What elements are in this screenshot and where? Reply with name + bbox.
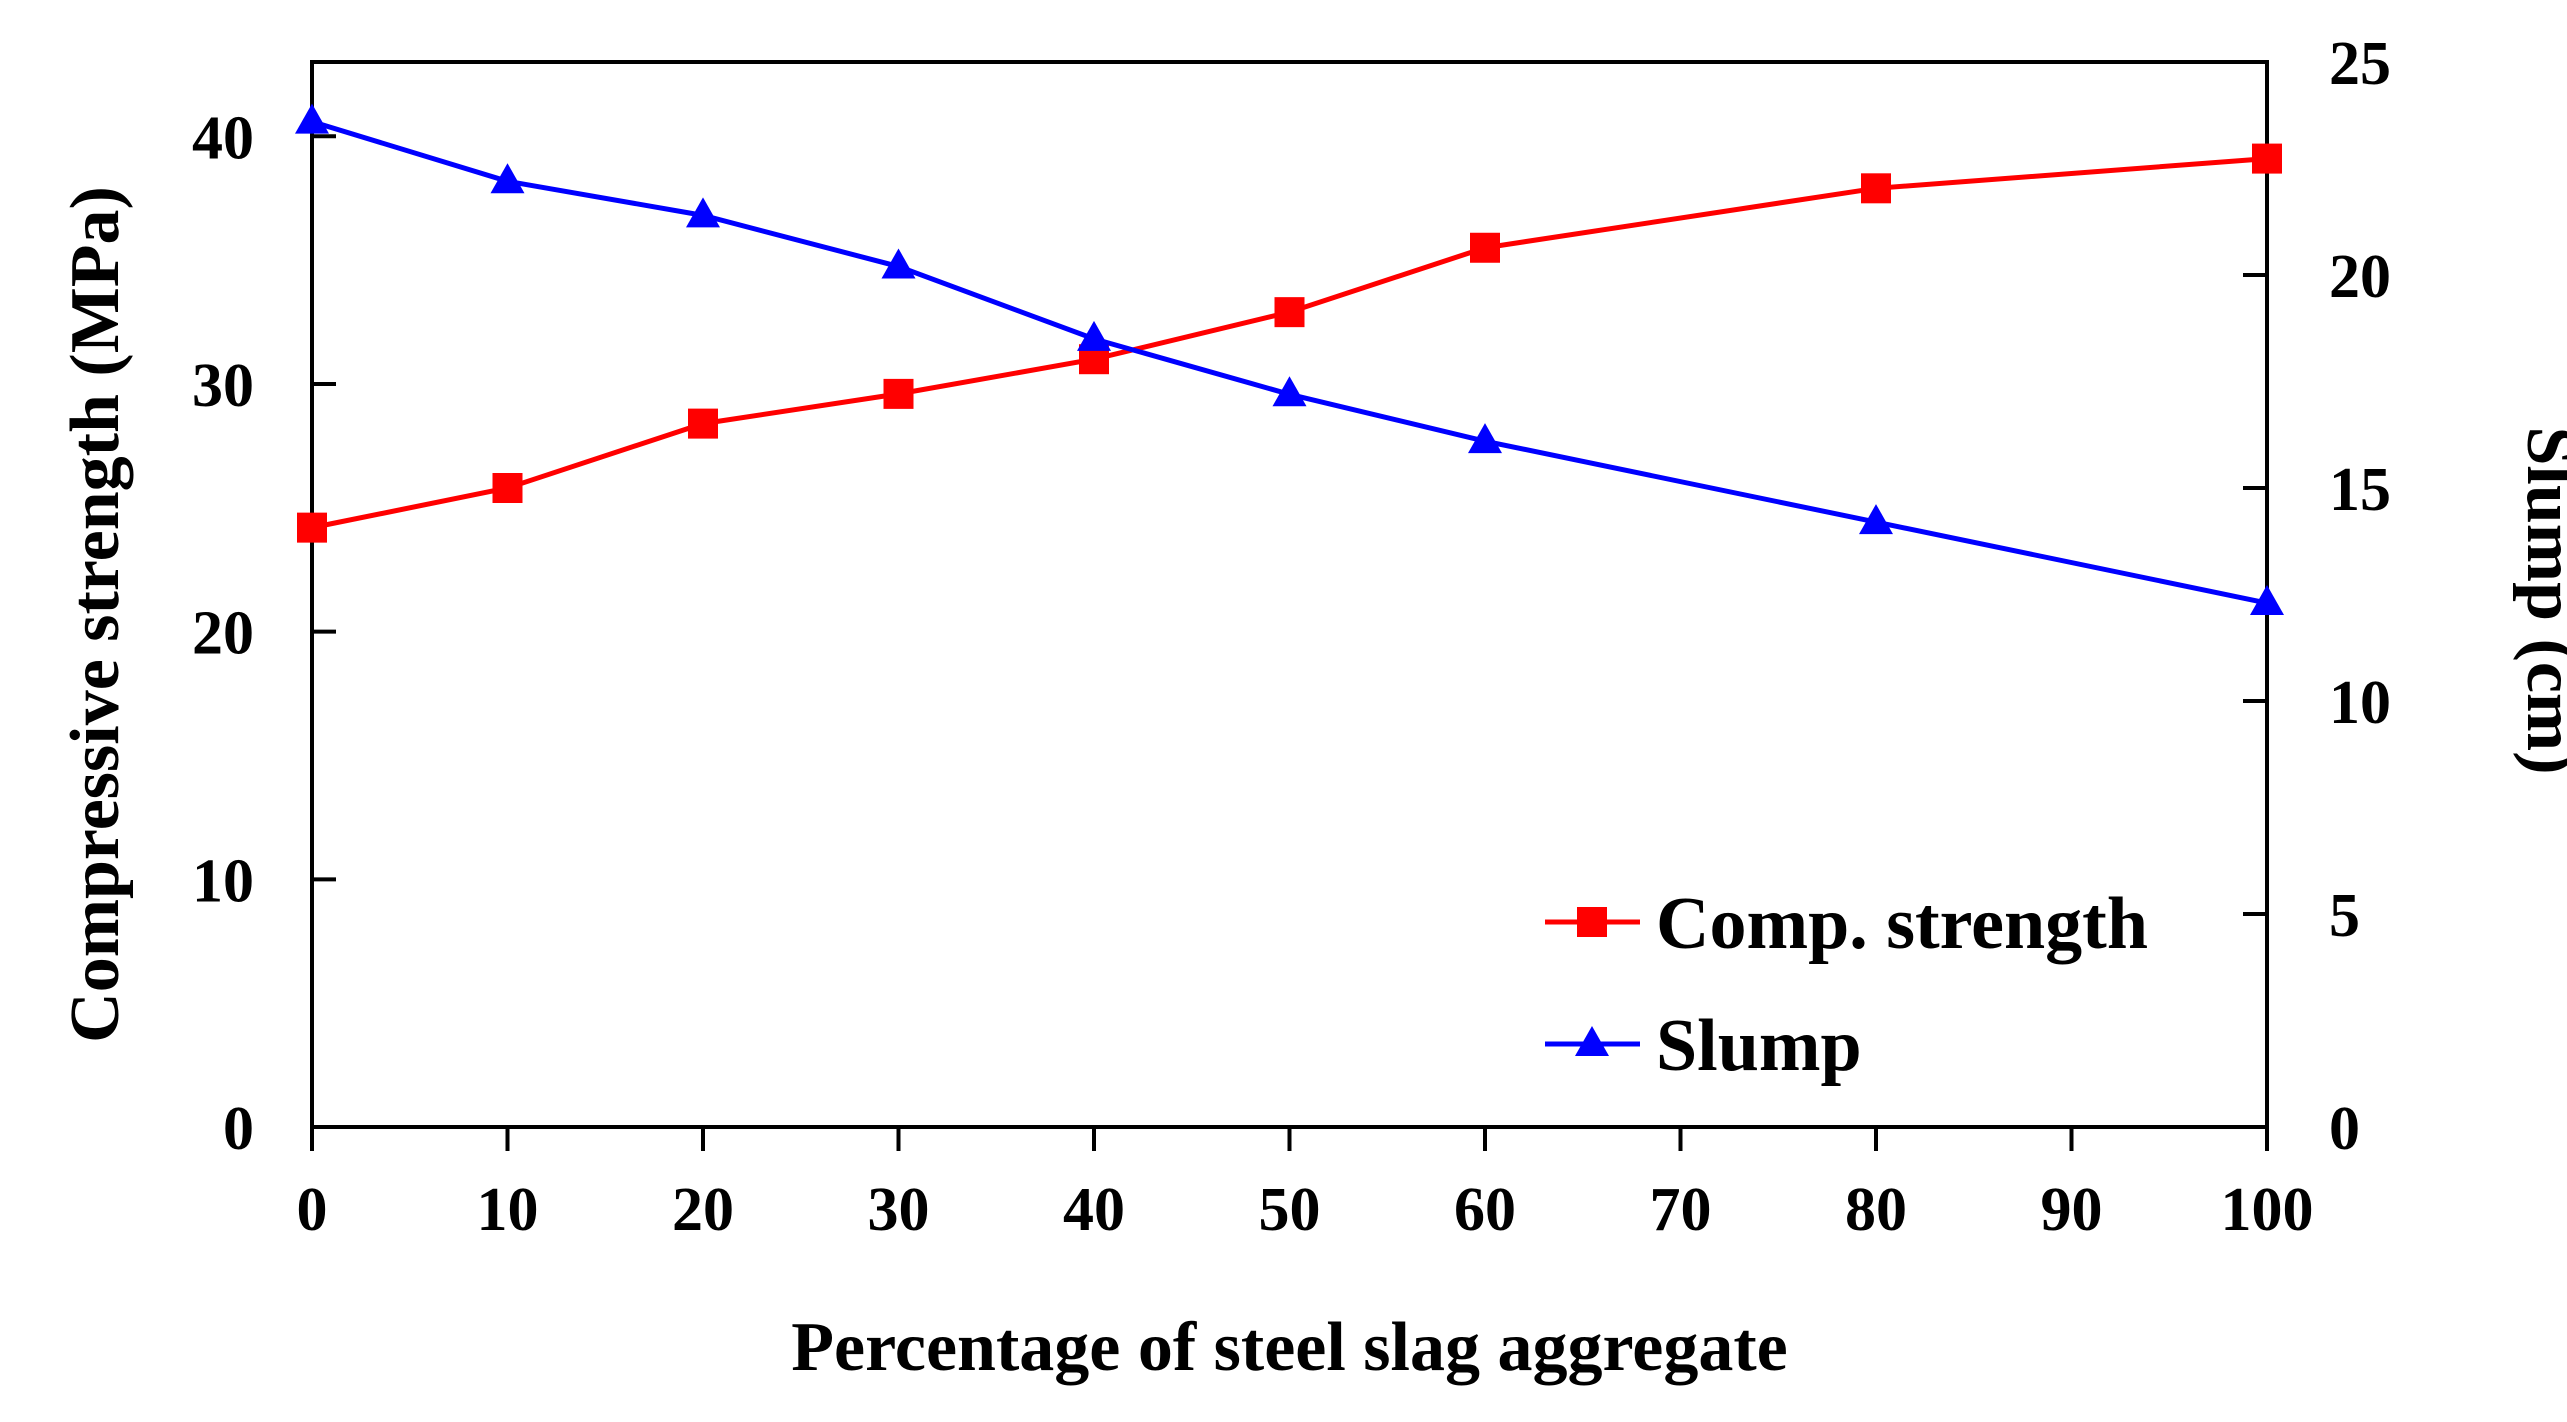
comp-strength-point <box>1470 232 1500 263</box>
comp-strength-point <box>2252 143 2282 174</box>
y2-tick-label: 5 <box>2329 882 2360 950</box>
x-tick-label: 30 <box>868 1176 930 1244</box>
y2-tick-label: 10 <box>2329 669 2391 737</box>
slump-point <box>490 163 525 194</box>
comp-strength-point <box>1274 297 1305 328</box>
slump-point <box>1468 423 1502 454</box>
slump-point <box>2250 585 2284 616</box>
x-tick-label: 0 <box>297 1176 328 1244</box>
y2-tick-label: 0 <box>2329 1095 2360 1163</box>
x-tick-label: 10 <box>477 1176 539 1244</box>
y-tick-label: 30 <box>192 352 254 420</box>
slump-legend-label: Slump <box>1656 1005 1862 1087</box>
series-layer <box>295 103 2284 616</box>
y2-tick-label: 15 <box>2329 456 2391 524</box>
x-tick-label: 60 <box>1454 1176 1516 1244</box>
comp-strength-point <box>883 378 914 409</box>
axes-layer: 0 10 20 30 40 50 60 70 80 90 100010203040051015202… <box>192 30 2391 1244</box>
y-tick-label: 40 <box>192 104 254 172</box>
y2-tick-label: 20 <box>2329 243 2391 311</box>
comp-strength-line <box>311 156 2268 531</box>
slump-point <box>1859 504 1893 535</box>
comp-strength-point <box>1861 173 1891 204</box>
x-axis-title: Percentage of steel slag aggregate <box>791 1309 1787 1386</box>
y2-tick-label: 25 <box>2329 30 2391 98</box>
x-tick-label: 50 <box>1259 1176 1321 1244</box>
x-tick-label: 80 <box>1845 1176 1907 1244</box>
slump-point <box>1077 320 1111 351</box>
slump-legend-marker <box>1575 1026 1609 1056</box>
comp-strength-legend-label: Comp. strength <box>1656 883 2148 965</box>
slump-point <box>295 103 329 134</box>
comp-strength-legend-marker <box>1577 907 1607 937</box>
y-tick-label: 10 <box>192 847 254 915</box>
x-tick-label: 70 <box>1650 1176 1712 1244</box>
slump-point <box>686 197 720 228</box>
comp-strength-point <box>688 408 718 439</box>
x-tick-label: 90 <box>2041 1176 2103 1244</box>
y-tick-label: 20 <box>192 600 254 668</box>
x-tick-label: 100 <box>2221 1176 2314 1244</box>
y2-axis-title: Slump (cm) <box>2512 426 2567 774</box>
legend: Comp. strength Slump <box>1545 883 2148 1087</box>
x-tick-label: 40 <box>1063 1176 1125 1244</box>
comp-strength-point <box>492 473 523 503</box>
y-axis-title: Compressive strength (MPa) <box>57 186 134 1043</box>
x-tick-label: 20 <box>672 1176 734 1244</box>
plot-frame <box>310 60 2269 1129</box>
slump-line <box>311 119 2268 606</box>
slump-point <box>1272 376 1307 407</box>
y-tick-label: 0 <box>223 1095 254 1163</box>
slump-point <box>881 248 916 279</box>
comp-strength-point <box>297 512 327 543</box>
